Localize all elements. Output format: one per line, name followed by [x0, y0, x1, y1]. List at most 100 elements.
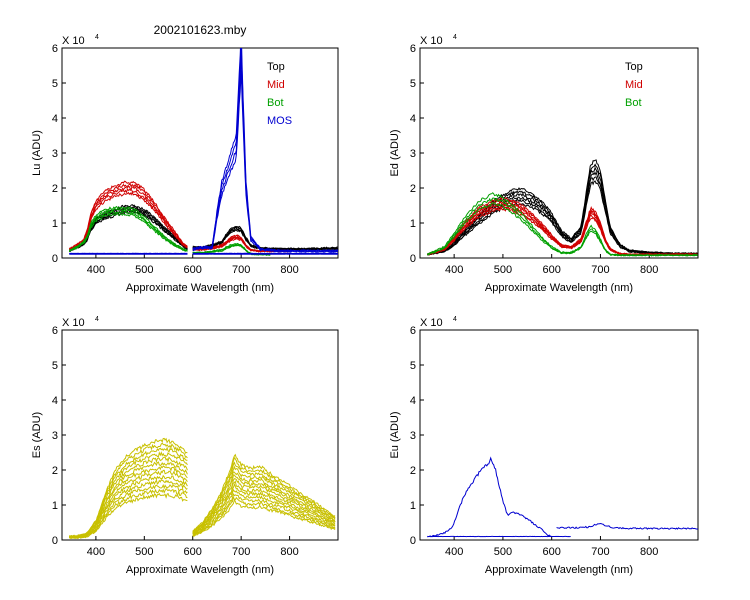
x-tick-label: 500 [135, 264, 153, 276]
y-tick-label: 0 [410, 535, 416, 547]
series-line [192, 225, 338, 250]
legend-entry-top: Top [267, 61, 285, 73]
panel-eu: 0 1 2 3 4 5 6 400 500 600 700 800 X 10 4 Approximate W… [389, 316, 699, 576]
y-tick-label: 2 [52, 465, 58, 477]
x-tick-label: 400 [87, 264, 105, 276]
y-tick-label: 2 [410, 183, 416, 195]
series-line [427, 163, 698, 256]
x-tick-label: 800 [280, 546, 298, 558]
series-line [192, 461, 336, 533]
x-axis-label: Approximate Wavelength (nm) [126, 282, 274, 294]
y-tick-label: 2 [410, 465, 416, 477]
series-line [69, 492, 188, 540]
series-line [427, 166, 698, 255]
legend-entry-mid: Mid [267, 79, 285, 91]
series-curves [68, 437, 336, 540]
legend: Top Mid Bot MOS [267, 61, 292, 127]
legend: Top Mid Bot [625, 61, 643, 109]
series-line [69, 446, 188, 538]
x-tick-label: 600 [543, 546, 561, 558]
x-axis-label: Approximate Wavelength (nm) [485, 564, 633, 576]
series-line [192, 480, 336, 535]
y-tick-label: 3 [52, 148, 58, 160]
y-tick-label: 4 [410, 113, 416, 125]
series-line [192, 48, 338, 252]
y-axis-label: Eu (ADU) [389, 411, 401, 458]
series-line [427, 456, 552, 538]
series-line [427, 192, 698, 257]
legend-entry-mos: MOS [267, 115, 292, 127]
series-line [69, 469, 188, 539]
x-tick-label: 800 [640, 546, 658, 558]
series-line [192, 492, 336, 537]
y-tick-label: 1 [52, 218, 58, 230]
x-tick-label: 500 [494, 546, 512, 558]
y-axis-label: Es (ADU) [31, 412, 43, 458]
series-line [192, 453, 336, 532]
y-exponent-power: 4 [453, 34, 457, 41]
series-line [556, 522, 698, 530]
y-tick-label: 4 [410, 395, 416, 407]
x-tick-label: 400 [87, 546, 105, 558]
x-tick-label: 800 [640, 264, 658, 276]
x-tick-label: 600 [184, 264, 202, 276]
series-line [192, 488, 336, 535]
series-line [427, 180, 698, 256]
axes-frame [61, 47, 339, 259]
panel-es: 0 1 2 3 4 5 6 400 500 600 700 800 X 10 4 Approximate W… [31, 316, 339, 576]
y-tick-label: 3 [410, 148, 416, 160]
y-tick-label: 1 [410, 218, 416, 230]
series-mid [426, 196, 698, 257]
y-tick-label: 5 [52, 78, 58, 90]
y-tick-label: 6 [410, 43, 416, 55]
series-line [69, 461, 188, 538]
y-tick-label: 6 [52, 43, 58, 55]
y-exponent-label: X 10 [62, 35, 85, 47]
y-tick-label: 1 [410, 500, 416, 512]
legend-entry-mid: Mid [625, 79, 643, 91]
y-tick-label: 4 [52, 395, 58, 407]
axes-frame [419, 329, 699, 541]
series-bot [427, 192, 698, 257]
x-tick-label: 700 [591, 264, 609, 276]
x-tick-label: 700 [232, 264, 250, 276]
x-tick-label: 500 [494, 264, 512, 276]
series-line [192, 70, 338, 253]
series-line [192, 48, 338, 253]
y-tick-label: 0 [52, 253, 58, 265]
y-tick-label: 5 [410, 78, 416, 90]
series-line [69, 483, 188, 539]
x-axis-label: Approximate Wavelength (nm) [126, 564, 274, 576]
series-line [426, 196, 698, 256]
x-tick-label: 600 [184, 546, 202, 558]
y-exponent-label: X 10 [420, 317, 443, 329]
series-line [192, 471, 336, 533]
x-tick-label: 400 [445, 264, 463, 276]
y-exponent-power: 4 [453, 316, 457, 323]
x-tick-label: 600 [543, 264, 561, 276]
y-exponent-power: 4 [95, 316, 99, 323]
x-axis-label: Approximate Wavelength (nm) [485, 282, 633, 294]
y-exponent-power: 4 [95, 34, 99, 41]
y-tick-label: 3 [52, 430, 58, 442]
series-line [69, 205, 188, 251]
plot-area [426, 159, 698, 257]
y-tick-label: 0 [52, 535, 58, 547]
x-tick-label: 400 [445, 546, 463, 558]
y-tick-label: 0 [410, 253, 416, 265]
y-tick-label: 4 [52, 113, 58, 125]
plot-area [68, 48, 338, 256]
series-line [192, 456, 336, 533]
y-tick-label: 6 [410, 325, 416, 337]
series-line [192, 56, 338, 253]
series-line [68, 180, 188, 250]
series-line [69, 456, 188, 538]
y-tick-label: 3 [410, 430, 416, 442]
panel-lu: 0 1 2 3 4 5 6 400 500 600 700 800 X 10 4 Approximate W… [31, 34, 339, 294]
series-line [426, 159, 698, 255]
y-axis-label: Ed (ADU) [389, 129, 401, 176]
series-line [68, 437, 188, 537]
panel-ed: 0 1 2 3 4 5 6 400 500 600 700 800 X 10 4 Approximate W… [389, 34, 699, 294]
